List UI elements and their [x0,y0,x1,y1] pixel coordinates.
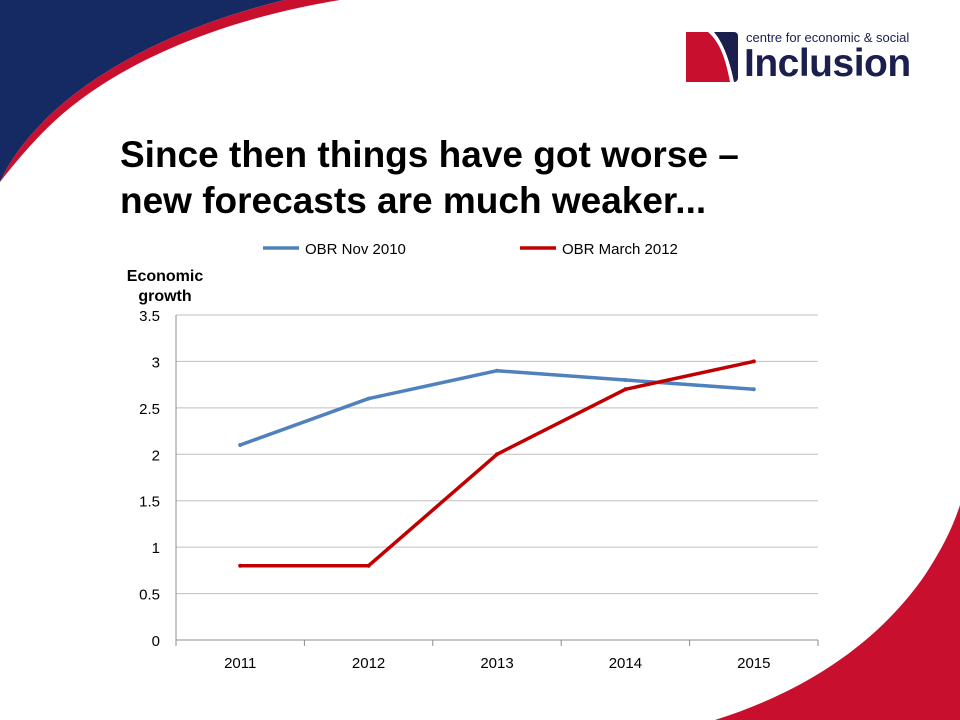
navy-swoosh-top-left [0,0,285,182]
data-point-series-1 [238,443,243,447]
legend-label: OBR March 2012 [562,241,678,258]
cesi-logo-mark [686,32,738,82]
legend-label: OBR Nov 2010 [305,241,406,258]
y-tick-label: 0.5 [139,587,160,604]
y-tick-label: 2 [152,447,160,464]
crimson-swoosh-bottom-right [715,505,960,720]
y-tick-label: 0 [152,633,160,650]
x-tick-label: 2013 [480,655,513,672]
slide-title-line-2: new forecasts are much weaker... [120,180,707,221]
cesi-logo: centre for economic & social Inclusion [686,30,926,86]
slide-title: Since then things have got worse – new f… [120,132,880,224]
logo-subtitle: centre for economic & social [746,30,910,45]
data-point-series-1 [751,387,756,392]
y-tick-label: 1 [152,540,160,557]
y-axis-title-line: growth [138,288,191,305]
y-tick-label: 3.5 [139,308,160,325]
x-tick-label: 2011 [224,655,256,672]
data-point-series-2 [751,359,756,364]
slide-title-line-1: Since then things have got worse – [120,134,739,175]
y-tick-label: 2.5 [139,401,160,418]
x-tick-label: 2012 [352,655,385,672]
series-line-2 [240,359,755,568]
data-point-series-2 [238,563,243,568]
y-axis-title-line: Economic [127,268,204,285]
x-tick-label: 2015 [737,655,770,672]
y-tick-label: 3 [152,354,160,371]
y-tick-label: 1.5 [139,494,160,511]
data-point-series-2 [623,387,628,392]
logo-wordmark: Inclusion [744,42,911,85]
data-point-series-1 [623,378,628,382]
data-point-series-2 [366,563,371,568]
growth-forecast-chart: 0 0.5 1 1.5 2 2.5 3 3.5 2011 2012 2013 2014 2015 Econ… [127,241,819,672]
x-tick-label: 2014 [609,655,642,672]
data-point-series-2 [495,452,499,457]
data-point-series-1 [495,368,499,373]
data-point-series-1 [366,396,371,401]
